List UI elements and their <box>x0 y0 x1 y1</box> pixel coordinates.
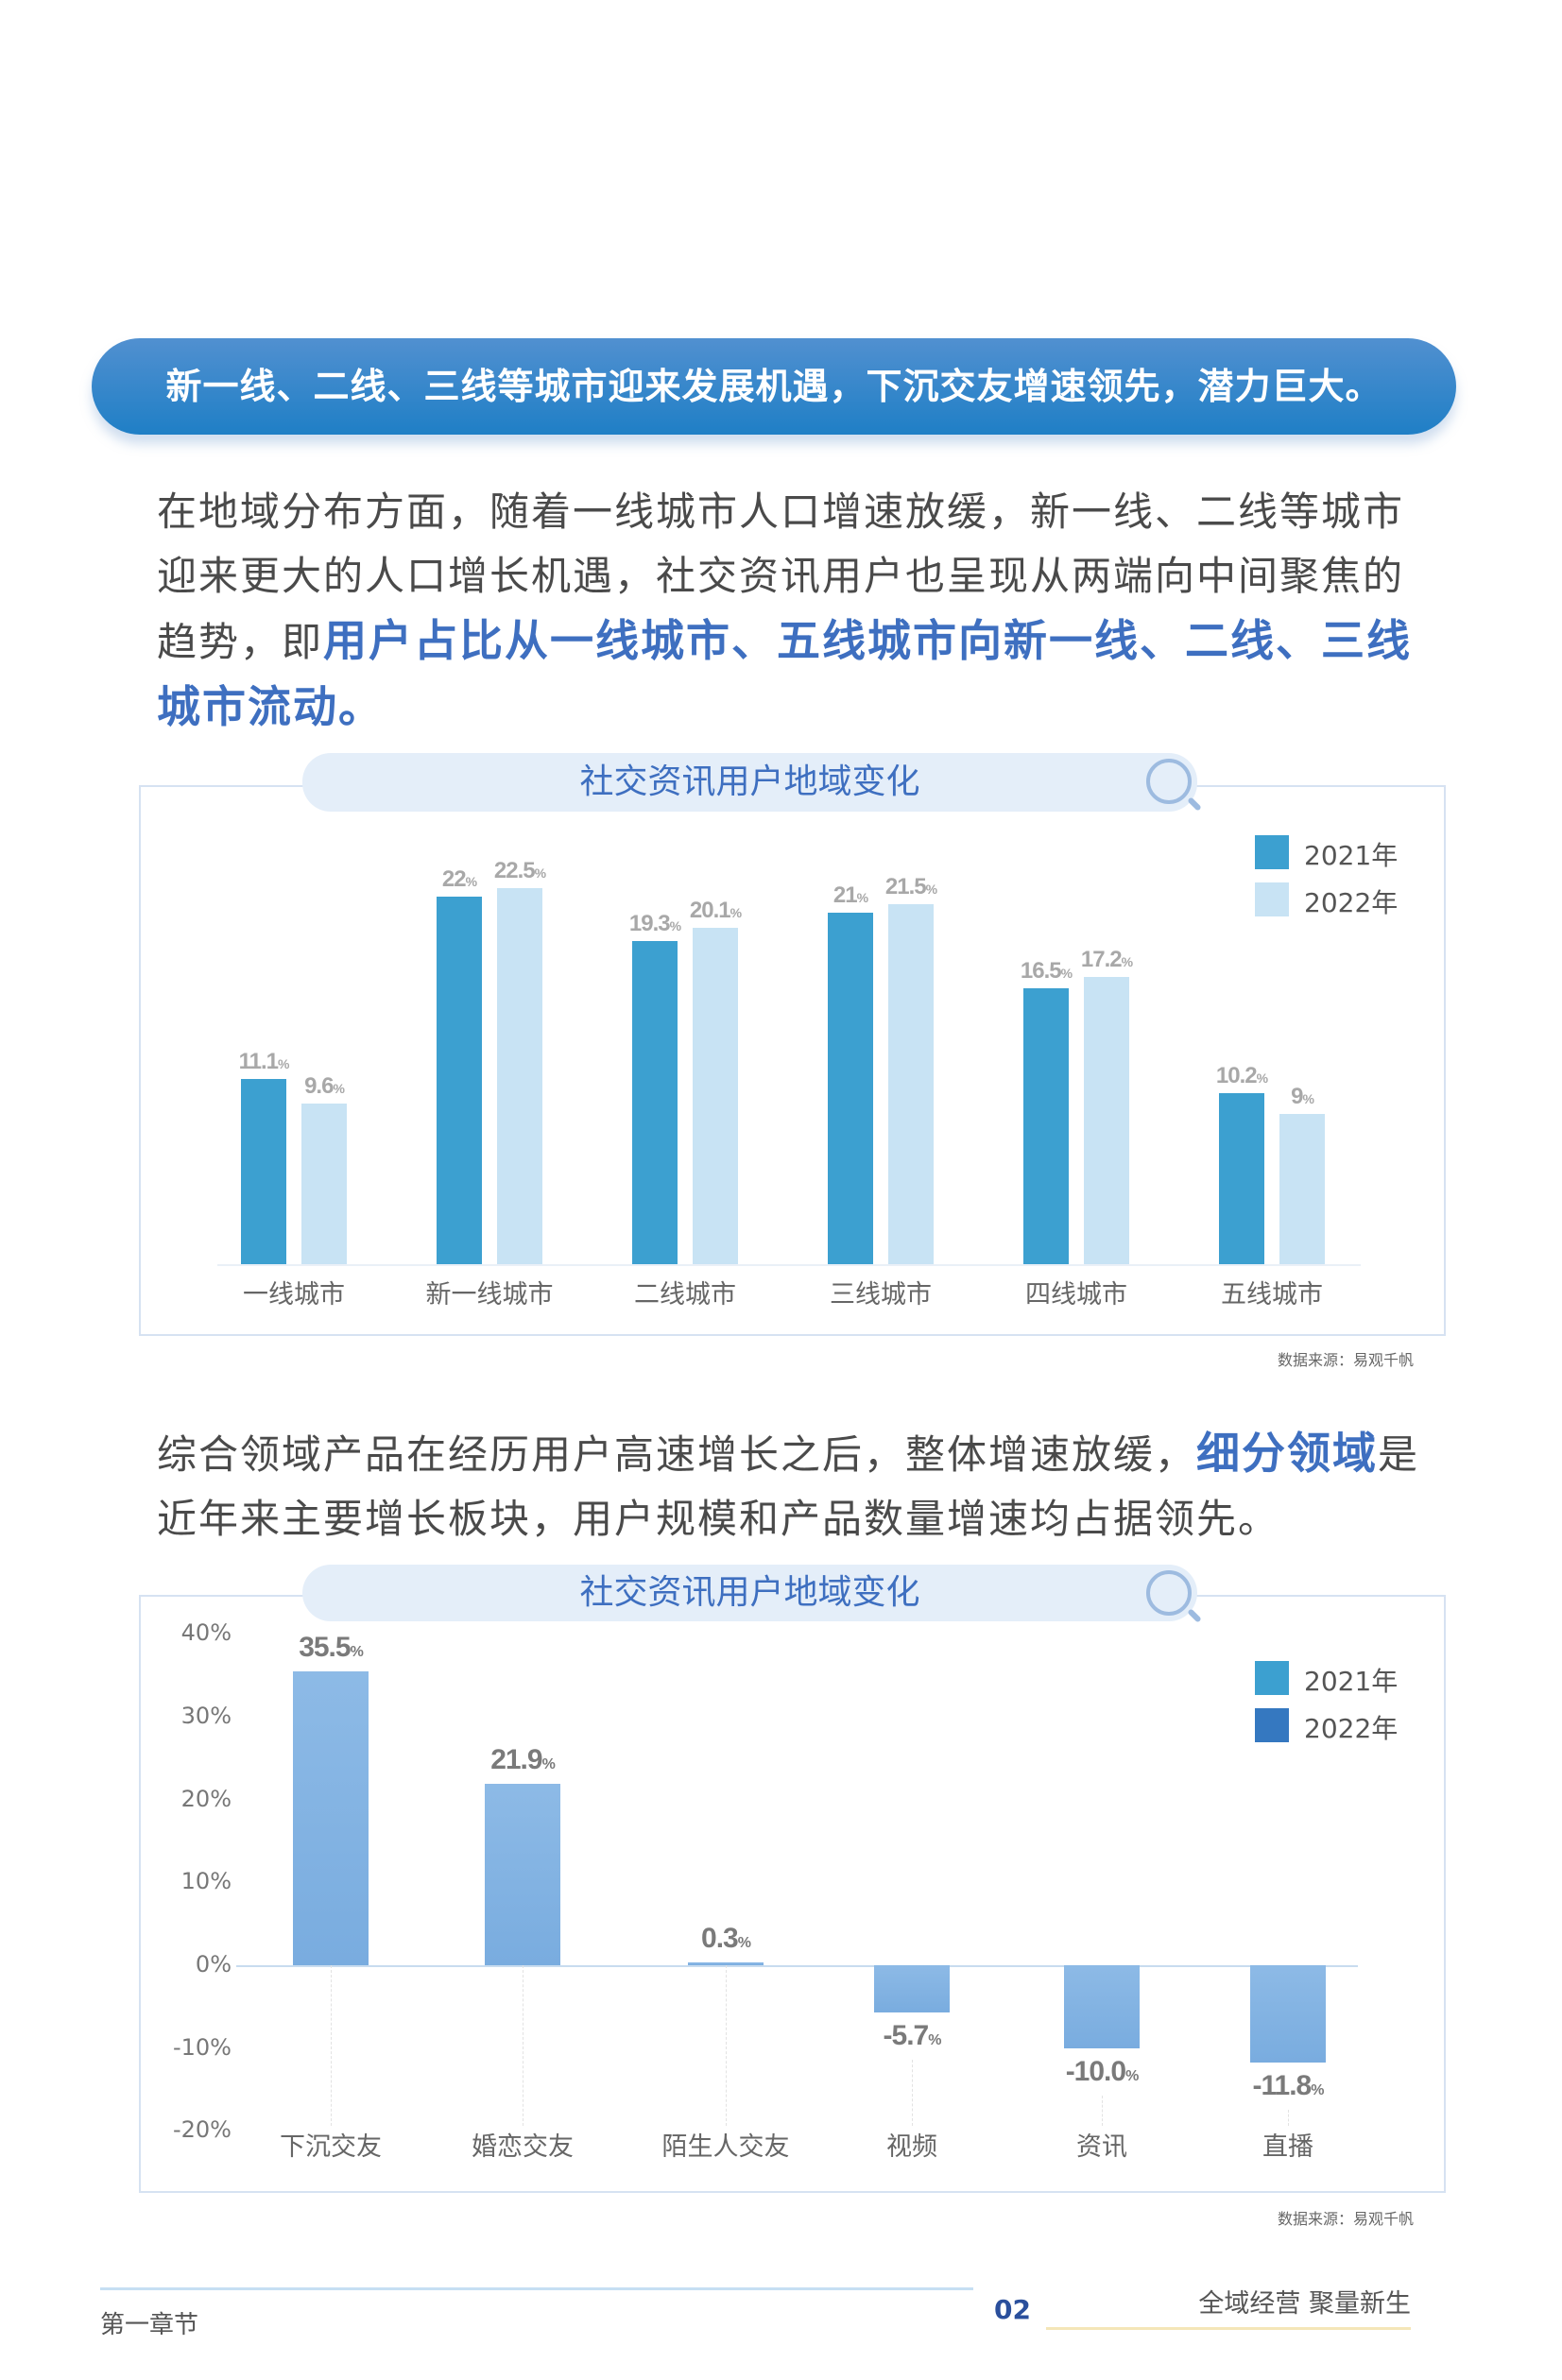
gridline-dashed <box>1288 2110 1289 2126</box>
value-label: -11.8% <box>1252 2070 1325 2102</box>
bar-2021 <box>632 941 678 1264</box>
category-label: 视频 <box>886 2132 937 2162</box>
category-label: 资讯 <box>1076 2132 1127 2162</box>
bar-2022 <box>1279 1113 1325 1264</box>
bar-2021 <box>1023 987 1069 1264</box>
category-label: 婚恋交友 <box>472 2132 574 2162</box>
paragraph-region: 在地域分布方面，随着一线城市人口增速放缓，新一线、二线等城市迎来更大的人口增长机… <box>157 480 1423 741</box>
paragraph2-region: 综合领域产品在经历用户高速增长之后，整体增速放缓，细分领域是近年来主要增长板块，… <box>157 1421 1423 1551</box>
chart1-title: 社交资讯用户地域变化 <box>302 753 1197 812</box>
y-tick-label: -10% <box>172 2033 232 2061</box>
legend-label-2021: 2021年 <box>1304 840 1399 871</box>
footer-slogan: 全域经营 聚量新生 <box>1198 2289 1411 2319</box>
paragraph2-rest: 是近年来主要增长板块，用户规模和产品数量增速均占据领先。 <box>157 1431 1420 1542</box>
gridline-dashed <box>726 1965 727 2126</box>
magnifier-icon <box>1146 1570 1192 1616</box>
gridline-dashed <box>331 1965 332 2126</box>
value-label: 35.5% <box>299 1631 364 1663</box>
value-label: 9% <box>1291 1083 1314 1109</box>
category-label: 一线城市 <box>243 1280 345 1310</box>
value-label: 22.5% <box>493 857 546 883</box>
category-label: 陌生人交友 <box>661 2132 790 2162</box>
legend-label-2021: 2021年 <box>1304 1666 1399 1697</box>
gridline-dashed <box>523 1965 524 2126</box>
bar-2022 <box>888 904 934 1264</box>
paragraph2-text: 综合领域产品在经历用户高速增长之后，整体增速放缓， <box>157 1431 1197 1478</box>
magnifier-icon <box>1146 759 1192 804</box>
y-tick-label: 0% <box>195 1951 232 1978</box>
footer-chapter: 第一章节 <box>100 2311 199 2339</box>
gridline-dashed <box>1102 2095 1103 2126</box>
bar-2021 <box>437 896 482 1264</box>
bar <box>688 1962 764 1965</box>
paragraph-text: 在地域分布方面，随着一线城市人口增速放缓，新一线、二线等城市迎来更大的人口增长机… <box>157 488 1405 665</box>
value-label: 20.1% <box>689 898 742 924</box>
gridline-dashed <box>912 2059 913 2126</box>
value-label: 21% <box>832 882 868 909</box>
bar-2022 <box>693 928 738 1264</box>
chart2-title-text: 社交资讯用户地域变化 <box>579 1573 920 1612</box>
y-tick-label: 20% <box>180 1785 232 1812</box>
value-label: -10.0% <box>1065 2055 1140 2087</box>
category-label: 三线城市 <box>830 1280 932 1310</box>
value-label: 22% <box>441 865 477 892</box>
value-label: 16.5% <box>1020 957 1073 984</box>
bar-2022 <box>1084 976 1129 1264</box>
value-label: 0.3% <box>701 1923 751 1955</box>
bar-2021 <box>1219 1093 1264 1264</box>
y-tick-label: 10% <box>180 1868 232 1895</box>
section-banner: 新一线、二线、三线等城市迎来发展机遇，下沉交友增速领先，潜力巨大。 <box>92 338 1456 435</box>
category-label: 五线城市 <box>1221 1280 1323 1310</box>
chart1-source: 数据来源：易观千帆 <box>1277 1351 1414 1369</box>
footer-divider <box>100 2287 973 2290</box>
chart2-title: 社交资讯用户地域变化 <box>302 1565 1197 1621</box>
legend-swatch-2022 <box>1255 882 1289 916</box>
value-label: 10.2% <box>1215 1063 1268 1089</box>
legend-swatch-2021 <box>1255 1661 1289 1695</box>
legend-label-2022: 2022年 <box>1304 887 1399 918</box>
legend-swatch-2022 <box>1255 1708 1289 1742</box>
category-label: 直播 <box>1262 2132 1313 2162</box>
y-tick-label: 30% <box>180 1702 232 1729</box>
category-label: 二线城市 <box>634 1280 736 1310</box>
category-label: 新一线城市 <box>425 1280 554 1310</box>
y-tick-label: 40% <box>180 1619 232 1647</box>
y-tick-label: -20% <box>172 2116 232 2144</box>
value-label: 19.3% <box>628 911 681 937</box>
bar <box>293 1670 369 1965</box>
chart1-title-text: 社交资讯用户地域变化 <box>579 762 920 801</box>
bar-2022 <box>497 887 542 1264</box>
bar <box>1250 1965 1326 2063</box>
legend-label-2022: 2022年 <box>1304 1713 1399 1744</box>
value-label: 11.1% <box>238 1048 290 1074</box>
chart2-zero-line <box>236 1965 1358 1967</box>
paragraph-highlight: 用户占比从一线城市、五线城市向新一线、二线、三线城市流动。 <box>157 615 1413 732</box>
bar-2022 <box>301 1104 347 1264</box>
bar-2021 <box>828 913 873 1264</box>
bar <box>874 1965 950 2012</box>
footer-accent-line <box>1046 2327 1411 2330</box>
bar-2021 <box>241 1078 286 1264</box>
paragraph2-highlight: 细分领域 <box>1196 1428 1379 1479</box>
bar <box>1064 1965 1140 2048</box>
legend-swatch-2021 <box>1255 835 1289 869</box>
chart1-baseline <box>217 1264 1361 1266</box>
chart2-source: 数据来源：易观千帆 <box>1277 2210 1414 2228</box>
page-number: 02 <box>994 2294 1031 2325</box>
value-label: 21.9% <box>490 1743 556 1775</box>
value-label: 17.2% <box>1080 946 1133 972</box>
bar <box>485 1783 560 1965</box>
category-label: 四线城市 <box>1025 1280 1127 1310</box>
value-label: -5.7% <box>883 2019 942 2051</box>
category-label: 下沉交友 <box>280 2132 382 2162</box>
value-label: 21.5% <box>884 874 937 900</box>
value-label: 9.6% <box>304 1073 345 1100</box>
